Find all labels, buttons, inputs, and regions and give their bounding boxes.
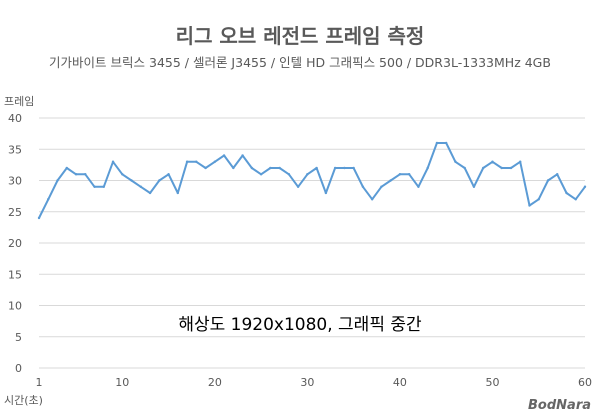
data-point [380,185,383,188]
data-point [509,166,513,170]
data-point [435,141,439,145]
data-point [241,154,244,157]
data-point [278,166,281,170]
data-point [74,173,78,176]
data-point [56,179,59,182]
data-point [426,166,429,170]
data-point [102,185,105,188]
data-point [195,160,198,163]
data-point [491,160,494,163]
data-point [65,166,68,170]
data-point [574,198,577,201]
data-point [444,141,448,145]
y-tick-labels: 0 5 10 15 20 25 30 35 40 [8,112,22,375]
watermark-logo: BodNara [528,398,591,413]
data-point [185,160,189,163]
data-point [583,185,587,188]
data-point [213,160,217,163]
data-point [324,191,328,195]
data-point [306,173,309,176]
data-point [121,173,124,176]
data-point [500,166,503,170]
data-point [84,173,87,176]
data-point [333,166,337,170]
data-point [111,160,115,163]
data-point [37,216,41,220]
resolution-annotation: 해상도 1920x1080, 그래픽 중간 [178,315,422,335]
data-point [47,198,50,201]
data-point [93,185,96,188]
x-tick-labels: 1 10 20 30 40 50 60 [36,376,593,389]
data-point [167,173,170,176]
data-point [472,185,476,188]
data-point [528,204,531,207]
data-point [417,185,420,188]
x-axis-label: 시간(초) [4,394,43,407]
data-point [148,191,152,195]
data-point [250,166,254,170]
data-point [519,160,522,163]
x-tick-label: 60 [578,376,592,389]
data-point [398,173,402,176]
data-point [269,166,272,170]
data-point [222,154,226,157]
data-point [361,185,365,188]
data-point [259,173,263,176]
y-tick-label: 40 [8,112,22,125]
data-point [556,173,559,176]
y-tick-label: 15 [8,268,22,281]
data-point [546,179,550,182]
y-tick-label: 30 [8,175,22,188]
data-point [315,166,318,170]
data-point [296,185,300,188]
y-tick-label: 0 [15,362,22,375]
series-fps [37,141,587,220]
data-point [463,166,466,170]
data-point [204,166,207,170]
x-tick-label: 40 [393,376,407,389]
data-point [352,166,355,170]
data-point [130,179,133,182]
data-point [407,173,411,176]
y-axis-label: 프레임 [4,95,34,108]
y-tick-label: 25 [8,206,22,219]
series-line [38,142,586,219]
chart-title: 리그 오브 레전드 프레임 측정 [176,24,425,48]
data-point [176,191,180,195]
chart-subtitle: 기가바이트 브릭스 3455 / 셀러론 J3455 / 인텔 HD 그래픽스 … [49,55,551,70]
x-tick-label: 30 [300,376,314,389]
data-point [232,166,235,170]
data-point [454,160,457,163]
data-point [482,166,485,170]
y-tick-label: 5 [15,331,22,344]
data-point [389,179,392,182]
data-point [158,179,161,182]
data-point [343,166,346,170]
y-tick-label: 35 [8,143,22,156]
x-tick-label: 10 [115,376,129,389]
x-tick-label: 50 [485,376,499,389]
data-point [537,198,540,201]
data-point [370,198,374,201]
y-tick-label: 10 [8,300,22,313]
y-tick-label: 20 [8,237,22,250]
data-point [139,185,142,188]
x-tick-label: 20 [208,376,222,389]
data-point [565,191,568,195]
data-point [287,173,291,176]
x-tick-label: 1 [36,376,43,389]
